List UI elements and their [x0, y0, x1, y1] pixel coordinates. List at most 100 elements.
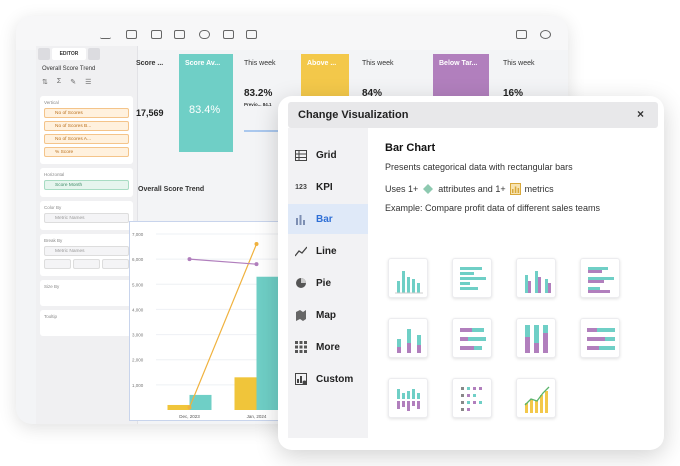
tab-filter[interactable]: [38, 48, 50, 60]
bar: [256, 276, 279, 410]
bar: [189, 394, 212, 410]
bar-variant-percent-vertical[interactable]: [516, 318, 556, 358]
vertical-item[interactable]: % Score: [44, 147, 129, 157]
break-option-2[interactable]: [73, 259, 100, 269]
detail-example: Example: Compare profit data of differen…: [385, 203, 600, 213]
trend-chart[interactable]: 7,000 6,000 5,000 4,000 3,000 2,000 1,000 Dec, …: [129, 221, 299, 421]
chart-icon[interactable]: [100, 30, 111, 39]
bar-variant-grouped-vertical[interactable]: [516, 258, 556, 298]
bar-variant-horizontal[interactable]: [452, 258, 492, 298]
kpi-avg-value: 83.4%: [189, 104, 221, 116]
viz-type-label: KPI: [316, 181, 333, 193]
viz-type-label: Bar: [316, 213, 333, 225]
horizontal-section: Horizontal Score Month: [40, 168, 133, 197]
break-by-label: Break By: [44, 238, 63, 243]
viz-type-kpi[interactable]: 123 KPI: [288, 172, 368, 202]
bar-variant-vertical[interactable]: [388, 258, 428, 298]
horizontal-item[interactable]: Score Month: [44, 180, 129, 190]
kpi-sparkline: [244, 130, 288, 132]
viz-type-map[interactable]: Map: [288, 300, 368, 330]
break-option-1[interactable]: [44, 259, 71, 269]
detail-title: Bar Chart: [385, 142, 436, 154]
sort-icon[interactable]: ⇅: [42, 79, 48, 86]
copy-icon[interactable]: [223, 30, 234, 39]
break-by-options: [44, 259, 129, 272]
close-icon[interactable]: ×: [636, 107, 644, 121]
kpi-prev-label: Previo... 84.1: [244, 102, 272, 107]
bar-variant-grouped-horizontal[interactable]: [580, 258, 620, 298]
detail-uses: Uses 1+ attributes and 1+ metrics: [385, 183, 554, 195]
y-tick-label: 7,000: [132, 232, 144, 237]
viz-type-more[interactable]: More: [288, 332, 368, 362]
bar-variant-dot-matrix[interactable]: [452, 378, 492, 418]
viz-type-pie[interactable]: Pie: [288, 268, 368, 298]
bar: [167, 404, 190, 410]
layout-icon[interactable]: [126, 30, 137, 39]
viz-type-line[interactable]: Line: [288, 236, 368, 266]
modal-header: Change Visualization ×: [288, 102, 658, 128]
viz-type-bar[interactable]: Bar: [288, 204, 368, 234]
bar-variant-combo[interactable]: [516, 378, 556, 418]
y-tick-label: 2,000: [132, 358, 144, 363]
y-tick-label: 4,000: [132, 307, 144, 312]
vertical-label: Vertical: [44, 100, 59, 105]
metric-icon: [509, 183, 521, 195]
kpi-week-label: This week: [244, 60, 276, 67]
list-icon[interactable]: ☰: [85, 79, 92, 86]
editor-panel: EDITOR Overall Score Trend ⇅ Σ ✎ ☰ Verti…: [36, 46, 138, 424]
grid-icon: [294, 148, 308, 162]
series-line: [188, 243, 258, 408]
bar-variant-stacked-vertical[interactable]: [388, 318, 428, 358]
series-line: [189, 258, 257, 265]
image-icon[interactable]: [174, 30, 185, 39]
sum-icon[interactable]: Σ: [56, 78, 62, 85]
y-tick-label: 1,000: [132, 383, 144, 388]
line-icon: [294, 244, 308, 258]
line-point: [254, 242, 259, 247]
filter-icon[interactable]: [246, 30, 257, 39]
map-icon: [294, 308, 308, 322]
kpi-week-value-2: 84%: [362, 88, 383, 99]
eraser-icon[interactable]: ✎: [70, 79, 77, 86]
color-by-section: Color By Metric Names: [40, 201, 133, 230]
vertical-item[interactable]: No of Scores B...: [44, 121, 129, 131]
y-tick-label: 3,000: [132, 333, 144, 338]
pie-icon: [294, 276, 308, 290]
link-icon[interactable]: [199, 30, 210, 39]
vertical-item[interactable]: No of Scores: [44, 108, 129, 118]
panel-icons: ⇅ Σ ✎ ☰: [36, 76, 137, 92]
bar-variant-positive-negative[interactable]: [388, 378, 428, 418]
tab-editor[interactable]: EDITOR: [52, 48, 86, 60]
kpi-above-title: Above ...: [307, 60, 337, 67]
vertical-section: Vertical No of Scores No of Scores B... …: [40, 96, 133, 164]
viz-type-label: Map: [316, 309, 336, 321]
kpi-week-value: 83.2%: [244, 88, 273, 99]
tooltip-label: Tooltip: [44, 314, 58, 319]
kpi-icon: 123: [295, 183, 307, 191]
break-by-section: Break By Metric Names: [40, 234, 133, 276]
trend-title: Overall Score Trend: [138, 186, 205, 193]
break-option-3[interactable]: [102, 259, 129, 269]
tab-settings[interactable]: [88, 48, 100, 60]
table-icon[interactable]: [151, 30, 162, 39]
kpi-week-label-3: This week: [503, 60, 535, 67]
kpi-avg-tile[interactable]: Score Av... 83.4%: [179, 54, 233, 152]
bar-variant-percent-horizontal[interactable]: [580, 318, 620, 358]
duplicate-icon[interactable]: [516, 30, 527, 39]
viz-type-grid[interactable]: Grid: [288, 140, 368, 170]
panel-title: Overall Score Trend: [42, 66, 96, 72]
viz-type-custom[interactable]: Custom: [288, 364, 368, 394]
x-tick-label: Jan, 2024: [247, 414, 267, 419]
color-by-item[interactable]: Metric Names: [44, 213, 129, 223]
bar: [234, 377, 257, 410]
vertical-item[interactable]: No of Scores A...: [44, 134, 129, 144]
viz-type-label: More: [316, 341, 340, 353]
break-by-item[interactable]: Metric Names: [44, 246, 129, 256]
viz-type-label: Grid: [316, 149, 337, 161]
attribute-icon: [423, 184, 434, 194]
settings-icon[interactable]: [540, 30, 551, 39]
bar-variant-stacked-horizontal[interactable]: [452, 318, 492, 358]
detail-description: Presents categorical data with rectangul…: [385, 162, 573, 172]
size-by-section: Size By: [40, 280, 133, 306]
